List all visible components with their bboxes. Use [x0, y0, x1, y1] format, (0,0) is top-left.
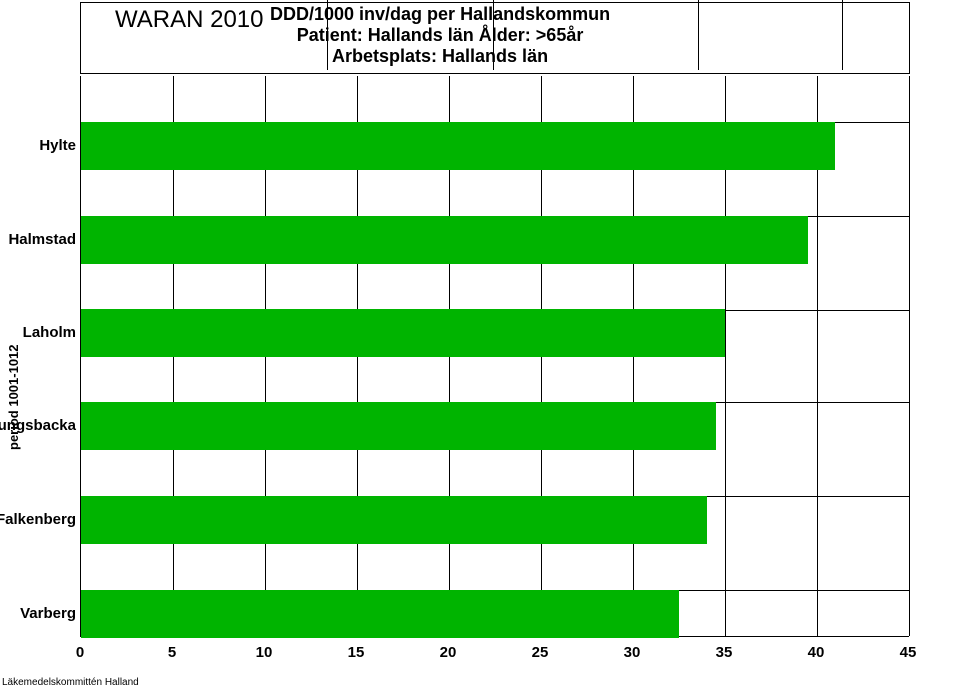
- bar-halmstad: [81, 216, 808, 264]
- title-line1: DDD/1000 inv/dag per Hallandskommun: [270, 4, 610, 25]
- x-tick-label: 25: [525, 644, 555, 661]
- bar-laholm: [81, 309, 725, 357]
- category-label: Hylte: [0, 137, 76, 154]
- header-vline: [698, 0, 699, 70]
- x-tick-label: 20: [433, 644, 463, 661]
- footer-text: Läkemedelskommittén Halland: [2, 677, 139, 688]
- x-tick-label: 5: [157, 644, 187, 661]
- title-line2: Patient: Hallands län Ålder: >65år: [270, 25, 610, 46]
- chart-page: { "header": { "left_title": "WARAN 2010"…: [0, 0, 960, 690]
- header-left-title: WARAN 2010: [115, 6, 264, 34]
- x-tick-label: 0: [65, 644, 95, 661]
- category-label: Laholm: [0, 324, 76, 341]
- x-tick-label: 45: [893, 644, 923, 661]
- x-tick-label: 30: [617, 644, 647, 661]
- bar-kungsbacka: [81, 402, 716, 450]
- header-vline: [493, 0, 494, 70]
- header-vline: [842, 0, 843, 70]
- bar-varberg: [81, 590, 679, 638]
- bar-hylte: [81, 122, 835, 170]
- title-line3: Arbetsplats: Hallands län: [270, 46, 610, 67]
- category-label: Varberg: [0, 605, 76, 622]
- category-label: Kungsbacka: [0, 417, 76, 434]
- header-vline: [327, 0, 328, 70]
- y-axis-label: period 1001-1012: [6, 344, 21, 450]
- x-tick-label: 35: [709, 644, 739, 661]
- x-tick-label: 10: [249, 644, 279, 661]
- gridline: [909, 76, 910, 636]
- category-label: Falkenberg: [0, 511, 76, 528]
- bar-falkenberg: [81, 496, 707, 544]
- category-label: Halmstad: [0, 231, 76, 248]
- x-tick-label: 15: [341, 644, 371, 661]
- plot-area: [80, 76, 909, 637]
- x-tick-label: 40: [801, 644, 831, 661]
- chart-title: DDD/1000 inv/dag per Hallandskommun Pati…: [270, 4, 610, 67]
